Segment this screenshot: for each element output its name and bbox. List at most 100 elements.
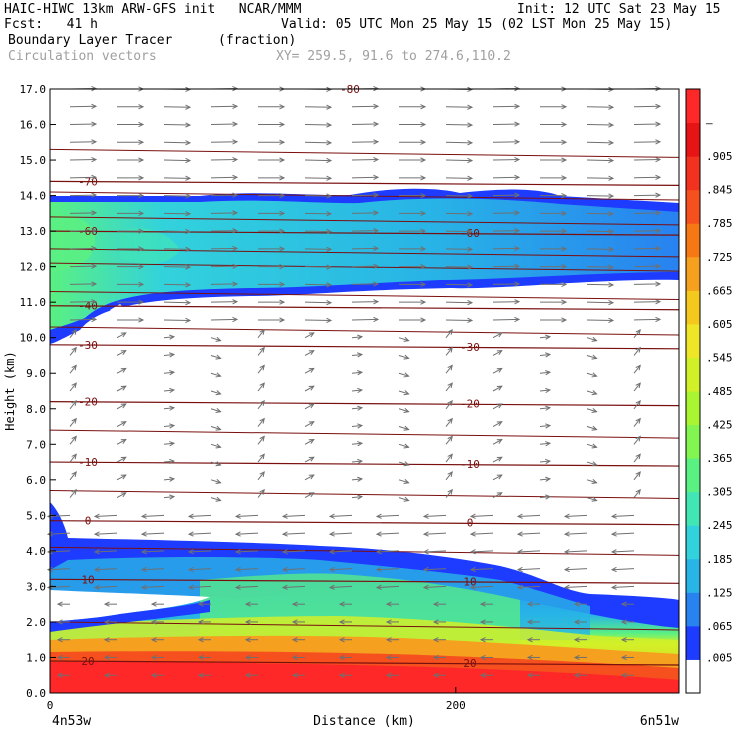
wind-vector bbox=[492, 318, 520, 321]
wind-vector-head bbox=[620, 619, 627, 625]
wind-vector-head bbox=[561, 228, 568, 234]
colorbar-swatch bbox=[686, 558, 700, 593]
wind-vector-head bbox=[91, 121, 98, 127]
wind-vector bbox=[633, 283, 661, 285]
wind-vector bbox=[69, 230, 97, 232]
wind-vector bbox=[257, 365, 265, 374]
wind-vector bbox=[445, 248, 473, 250]
wind-vector-head bbox=[610, 566, 617, 573]
wind-vector bbox=[586, 354, 597, 359]
wind-vector bbox=[445, 382, 453, 392]
wind-vector-head bbox=[373, 228, 380, 234]
wind-vector bbox=[492, 212, 520, 214]
wind-vector-head bbox=[308, 421, 315, 427]
wind-vector bbox=[492, 439, 503, 445]
wind-vector bbox=[189, 585, 212, 589]
wind-vector bbox=[633, 212, 661, 214]
isotherm-label: 20 bbox=[463, 657, 476, 670]
wind-vector bbox=[492, 492, 503, 499]
isotherm-label: -10 bbox=[78, 456, 98, 469]
wind-vector-head bbox=[328, 513, 335, 519]
wind-vector-head bbox=[373, 316, 380, 323]
wind-vector bbox=[189, 550, 212, 553]
wind-vector-head bbox=[561, 192, 568, 199]
wind-vector bbox=[445, 489, 453, 498]
isotherm-label: -20 bbox=[78, 396, 98, 409]
wind-vector-head bbox=[655, 157, 662, 163]
wind-vector-head bbox=[150, 637, 157, 643]
wind-vector-head bbox=[526, 637, 533, 643]
wind-vector bbox=[69, 194, 97, 197]
wind-vector-head bbox=[563, 531, 570, 537]
wind-vector-head bbox=[420, 210, 427, 216]
wind-vector bbox=[304, 266, 332, 268]
wind-vector bbox=[210, 105, 238, 108]
wind-vector-head bbox=[514, 103, 521, 109]
wind-vector bbox=[492, 385, 503, 392]
wind-vector-head bbox=[169, 494, 176, 500]
wind-vector bbox=[257, 347, 265, 356]
wind-vector bbox=[163, 248, 191, 250]
wind-vector bbox=[633, 436, 641, 445]
wind-vector bbox=[539, 336, 550, 339]
wind-vector-head bbox=[357, 423, 364, 429]
wind-vector-head bbox=[496, 456, 503, 462]
wind-vector bbox=[351, 123, 379, 126]
wind-vector-head bbox=[447, 453, 453, 460]
wind-vector bbox=[163, 159, 191, 162]
wind-vector-head bbox=[169, 370, 176, 376]
wind-vector bbox=[210, 230, 238, 232]
wind-vector bbox=[633, 194, 661, 197]
wind-vector bbox=[163, 195, 191, 197]
wind-vector bbox=[398, 426, 409, 430]
wind-vector bbox=[633, 382, 641, 392]
wind-vector-head bbox=[169, 334, 176, 340]
wind-vector-head bbox=[573, 619, 580, 625]
wind-vector bbox=[586, 408, 597, 413]
colorbar-label: – bbox=[706, 117, 713, 130]
wind-vector bbox=[69, 301, 97, 303]
colorbar-label: .125 bbox=[706, 586, 733, 599]
wind-vector-head bbox=[403, 496, 410, 502]
wind-vector-head bbox=[291, 654, 298, 661]
isotherm-label: -30 bbox=[460, 341, 480, 354]
colorbar-swatch bbox=[686, 592, 700, 627]
wind-vector bbox=[445, 365, 453, 374]
wind-vector bbox=[116, 332, 127, 339]
wind-vector-head bbox=[591, 407, 598, 413]
wind-vector-head bbox=[150, 619, 157, 625]
wind-vector bbox=[445, 436, 453, 445]
wind-vector bbox=[445, 329, 453, 339]
wind-vector-head bbox=[308, 456, 315, 462]
wind-vector bbox=[210, 337, 221, 342]
wind-vector bbox=[586, 248, 614, 250]
wind-vector-head bbox=[420, 175, 427, 181]
wind-vector bbox=[163, 371, 174, 374]
wind-vector bbox=[492, 159, 520, 161]
wind-vector-head bbox=[561, 317, 568, 323]
wind-vector bbox=[424, 550, 447, 553]
wind-vector bbox=[351, 371, 362, 374]
colorbar-swatch bbox=[686, 323, 700, 358]
wind-vector-head bbox=[373, 281, 380, 287]
wind-vector bbox=[69, 105, 97, 108]
wind-vector-head bbox=[93, 513, 100, 519]
wind-vector-head bbox=[215, 425, 222, 431]
wind-vector bbox=[445, 141, 473, 144]
wind-vector-head bbox=[496, 492, 503, 498]
wind-vector-head bbox=[432, 619, 439, 625]
wind-vector-head bbox=[467, 175, 474, 181]
wind-vector-head bbox=[328, 566, 335, 573]
wind-vector-head bbox=[561, 157, 568, 163]
wind-vector-head bbox=[185, 140, 192, 146]
wind-vector-head bbox=[514, 281, 521, 287]
wind-vector-head bbox=[514, 245, 521, 252]
wind-vector-head bbox=[215, 479, 222, 485]
wind-vector bbox=[304, 124, 332, 126]
wind-vector bbox=[398, 354, 409, 359]
wind-vector-head bbox=[403, 390, 410, 396]
wind-vector-head bbox=[514, 85, 521, 92]
wind-vector bbox=[304, 212, 332, 215]
wind-vector bbox=[142, 550, 165, 553]
wind-vector-head bbox=[620, 637, 627, 643]
